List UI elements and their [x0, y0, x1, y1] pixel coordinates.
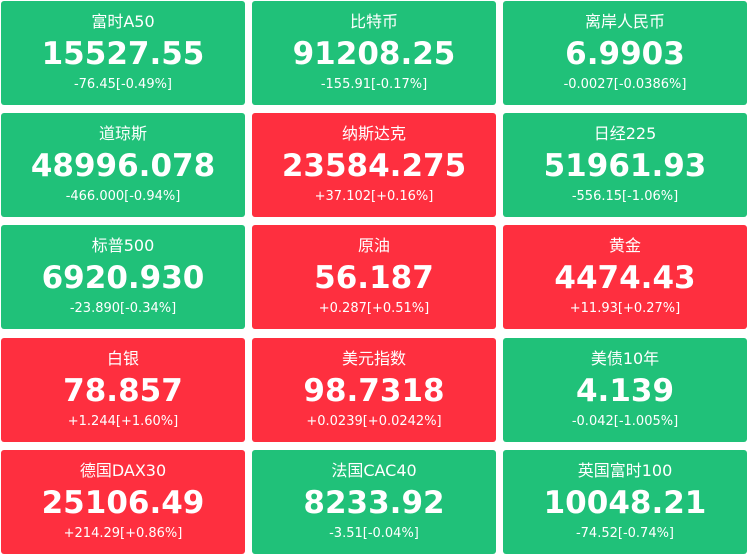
- quote-price: 10048.21: [543, 485, 707, 521]
- quote-tile-dax30[interactable]: 德国DAX30 25106.49 +214.29[+0.86%]: [1, 450, 245, 554]
- quote-change: +0.287[+0.51%]: [318, 301, 430, 316]
- quote-tile-crude-oil[interactable]: 原油 56.187 +0.287[+0.51%]: [252, 225, 496, 329]
- quote-tile-ftse-100[interactable]: 英国富时100 10048.21 -74.52[-0.74%]: [503, 450, 747, 554]
- quote-change: +0.0239[+0.0242%]: [306, 414, 442, 429]
- quote-name: 道琼斯: [98, 124, 147, 143]
- quote-price: 25106.49: [41, 485, 205, 521]
- quote-change: -3.51[-0.04%]: [329, 526, 419, 541]
- quote-tile-cac40[interactable]: 法国CAC40 8233.92 -3.51[-0.04%]: [252, 450, 496, 554]
- quote-change: +214.29[+0.86%]: [63, 526, 183, 541]
- quote-change: -0.042[-1.005%]: [571, 414, 679, 429]
- quote-tile-nikkei-225[interactable]: 日经225 51961.93 -556.15[-1.06%]: [503, 113, 747, 217]
- quote-name: 比特币: [349, 12, 398, 31]
- quote-change: +11.93[+0.27%]: [569, 301, 681, 316]
- quote-name: 英国富时100: [577, 461, 673, 480]
- quote-price: 8233.92: [303, 485, 445, 521]
- quote-tile-gold[interactable]: 黄金 4474.43 +11.93[+0.27%]: [503, 225, 747, 329]
- quote-tile-nasdaq[interactable]: 纳斯达克 23584.275 +37.102[+0.16%]: [252, 113, 496, 217]
- quote-price: 78.857: [63, 373, 183, 409]
- quote-price: 15527.55: [41, 36, 205, 72]
- quote-tile-us-10y-treasury[interactable]: 美债10年 4.139 -0.042[-1.005%]: [503, 338, 747, 442]
- quote-change: -74.52[-0.74%]: [575, 526, 675, 541]
- quote-name: 日经225: [593, 124, 657, 143]
- quote-change: +37.102[+0.16%]: [314, 189, 434, 204]
- quote-name: 原油: [357, 236, 390, 255]
- quote-price: 4474.43: [554, 260, 696, 296]
- quote-change: -0.0027[-0.0386%]: [563, 77, 687, 92]
- quote-name: 纳斯达克: [341, 124, 406, 143]
- quote-name: 德国DAX30: [79, 461, 167, 480]
- quote-tile-silver[interactable]: 白银 78.857 +1.244[+1.60%]: [1, 338, 245, 442]
- quote-name: 白银: [106, 349, 139, 368]
- quote-tile-bitcoin[interactable]: 比特币 91208.25 -155.91[-0.17%]: [252, 1, 496, 105]
- quote-change: -556.15[-1.06%]: [571, 189, 679, 204]
- quote-tile-dollar-index[interactable]: 美元指数 98.7318 +0.0239[+0.0242%]: [252, 338, 496, 442]
- quote-change: -76.45[-0.49%]: [73, 77, 173, 92]
- quote-name: 黄金: [608, 236, 641, 255]
- quote-change: -466.000[-0.94%]: [65, 189, 181, 204]
- quote-price: 6.9903: [565, 36, 685, 72]
- quote-price: 98.7318: [303, 373, 445, 409]
- quote-name: 法国CAC40: [331, 461, 417, 480]
- quote-tile-sp500[interactable]: 标普500 6920.930 -23.890[-0.34%]: [1, 225, 245, 329]
- quote-price: 6920.930: [41, 260, 205, 296]
- quote-name: 美债10年: [590, 349, 660, 368]
- quote-name: 美元指数: [341, 349, 406, 368]
- quote-change: +1.244[+1.60%]: [67, 414, 179, 429]
- quote-price: 4.139: [575, 373, 675, 409]
- quote-tile-offshore-cny[interactable]: 离岸人民币 6.9903 -0.0027[-0.0386%]: [503, 1, 747, 105]
- quote-name: 标普500: [91, 236, 155, 255]
- quote-price: 91208.25: [292, 36, 456, 72]
- quote-change: -155.91[-0.17%]: [320, 77, 428, 92]
- quote-change: -23.890[-0.34%]: [69, 301, 177, 316]
- quote-tile-dow-jones[interactable]: 道琼斯 48996.078 -466.000[-0.94%]: [1, 113, 245, 217]
- quote-name: 离岸人民币: [584, 12, 665, 31]
- quote-tile-ftse-a50[interactable]: 富时A50 15527.55 -76.45[-0.49%]: [1, 1, 245, 105]
- quote-price: 56.187: [314, 260, 434, 296]
- quote-price: 48996.078: [30, 148, 216, 184]
- quote-price: 23584.275: [281, 148, 467, 184]
- quote-name: 富时A50: [91, 12, 155, 31]
- quote-price: 51961.93: [543, 148, 707, 184]
